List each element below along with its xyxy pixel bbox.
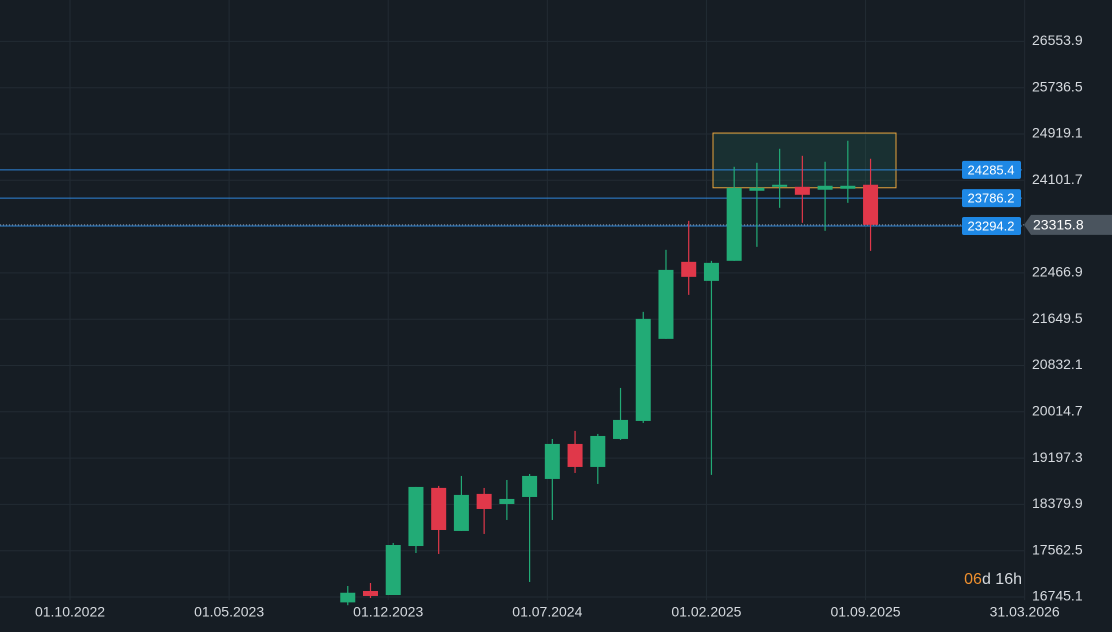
candle-body — [408, 486, 424, 547]
y-tick-label: 27371.3 — [1032, 0, 1083, 2]
level-label: 23786.2 — [968, 191, 1015, 206]
candle-body — [817, 185, 833, 190]
y-tick-label: 18379.9 — [1032, 495, 1083, 511]
candle-body — [658, 269, 674, 339]
candle-body — [340, 592, 356, 603]
y-tick-label: 24101.7 — [1032, 171, 1083, 187]
x-tick-label: 01.07.2024 — [512, 604, 582, 620]
x-tick-label: 01.09.2025 — [831, 604, 901, 620]
candle-body — [681, 261, 697, 277]
candle-body — [863, 184, 879, 225]
level-label-box — [962, 189, 1021, 208]
candle-body — [726, 187, 742, 261]
level-label-box — [962, 217, 1021, 236]
x-tick-label: 01.10.2022 — [35, 604, 105, 620]
level-label: 24285.4 — [968, 162, 1015, 177]
candle-body — [794, 186, 810, 195]
x-tick-label: 01.12.2023 — [353, 604, 423, 620]
y-tick-label: 24919.1 — [1032, 125, 1083, 141]
x-tick-label: 01.05.2023 — [194, 604, 264, 620]
level-label-box — [962, 160, 1021, 179]
x-tick-label: 01.02.2025 — [671, 604, 741, 620]
candle-body — [567, 443, 583, 467]
candle-body — [522, 475, 538, 497]
candle-body — [453, 494, 469, 531]
candle-body — [772, 184, 788, 187]
x-tick-label: 31.03.2026 — [990, 604, 1060, 620]
last-price-label: 23315.8 — [1033, 217, 1084, 233]
zone-box — [712, 132, 897, 189]
candle-body — [431, 487, 447, 530]
candle-body — [385, 544, 401, 596]
y-tick-label: 21649.5 — [1032, 310, 1083, 326]
countdown-rest: d 16h — [982, 571, 1022, 588]
y-tick-label: 22466.9 — [1032, 264, 1083, 280]
y-tick-label: 19197.3 — [1032, 449, 1083, 465]
y-tick-label: 16745.1 — [1032, 588, 1083, 604]
level-label: 23294.2 — [968, 218, 1015, 233]
candle-body — [840, 185, 856, 189]
candle-body — [749, 187, 765, 191]
candle-body — [613, 419, 629, 439]
candle-body — [499, 498, 515, 504]
y-tick-label: 26553.9 — [1032, 32, 1083, 48]
y-tick-label: 20832.1 — [1032, 356, 1083, 372]
countdown: 06d 16h — [964, 571, 1022, 588]
candle-body — [590, 435, 606, 467]
candle-body — [635, 318, 651, 421]
last-price-tag — [1024, 214, 1112, 235]
y-tick-label: 17562.5 — [1032, 541, 1083, 557]
candle-body — [476, 493, 492, 509]
y-tick-label: 25736.5 — [1032, 78, 1083, 94]
countdown-days: 06 — [964, 571, 982, 588]
candle-body — [544, 443, 560, 479]
y-tick-label: 20014.7 — [1032, 403, 1083, 419]
candle-body — [703, 262, 719, 281]
candle-body — [362, 590, 378, 596]
